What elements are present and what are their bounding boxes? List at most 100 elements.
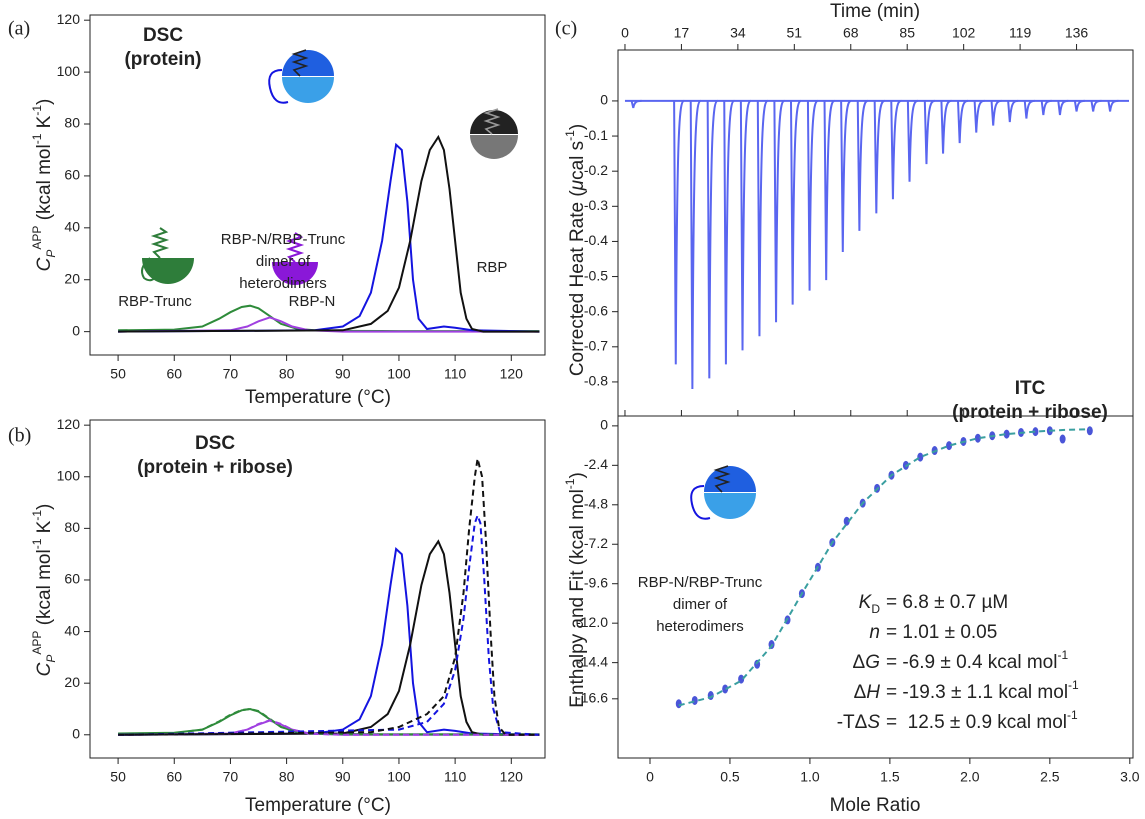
y-tick-label: 80 [64, 519, 80, 535]
label-part: ) [34, 504, 55, 510]
data-point [974, 433, 981, 443]
y-tick-label: -0.4 [584, 232, 608, 248]
x-tick-label: 80 [279, 366, 295, 382]
x-tick-label: 120 [500, 366, 524, 382]
y-tick-label: -0.5 [584, 267, 608, 283]
y-tick-label: 40 [64, 219, 80, 235]
y-tick-label: -0.6 [584, 302, 608, 318]
y-tick-label: 0 [600, 417, 608, 433]
injection-peak [923, 99, 935, 165]
label-part: -1 [30, 105, 44, 116]
x-tick-label: 1.0 [800, 769, 820, 785]
parameter-symbol: ΔH [854, 682, 881, 703]
data-point [1032, 427, 1039, 437]
label-part: APP [30, 631, 44, 655]
parameter-symbol: KD [859, 592, 881, 616]
injection-peak [723, 99, 735, 365]
chart-title: ITC [1015, 378, 1046, 399]
parameter-value: = -19.3 ± 1.1 kcal mol-1 [886, 678, 1079, 703]
value-text: = -6.9 ± 0.4 kcal mol [886, 652, 1057, 673]
y-tick-label: 120 [57, 11, 81, 27]
dsc-curve [118, 539, 540, 736]
annotation: heterodimers [656, 618, 744, 635]
value-text: = 12.5 ± 0.9 kcal mol [886, 712, 1067, 733]
data-point [917, 452, 924, 462]
x-axis-label: Time (min) [830, 1, 920, 22]
injection-peak [739, 99, 752, 351]
chart-title: (protein) [124, 49, 201, 70]
plot-frame [89, 14, 546, 356]
x-tick-label: 70 [223, 366, 239, 382]
x-tick-label: 51 [787, 25, 803, 41]
y-axis-label: CPAPP (kcal mol-1 K-1) [30, 504, 58, 677]
x-axis-label: Temperature (°C) [245, 387, 391, 408]
label-part: C [34, 257, 55, 271]
symbol-prefix: -TΔ [837, 712, 868, 733]
y-tick-label: 60 [64, 571, 80, 587]
y-tick-label: 20 [64, 674, 80, 690]
label-part: -1 [30, 510, 44, 521]
value-text: = -19.3 ± 1.1 kcal mol [886, 682, 1068, 703]
x-tick-label: 50 [110, 769, 126, 785]
label-part: (kcal mol [34, 144, 55, 225]
injection-peak [806, 99, 819, 291]
annotation: RBP-N [289, 293, 336, 310]
value-sup: -1 [1068, 678, 1079, 692]
dsc-curve [118, 458, 540, 736]
data-point [843, 516, 850, 526]
injection-peak [1040, 99, 1052, 116]
symbol: n [869, 622, 880, 643]
label-part: C [34, 662, 55, 676]
y-tick-label: 20 [64, 270, 80, 286]
y-tick-label: -12.0 [576, 614, 608, 630]
y-tick-label: 0 [72, 322, 80, 338]
label-part: ) [34, 99, 55, 105]
injection-peak [756, 99, 769, 337]
x-tick-label: 102 [952, 25, 976, 41]
value-text: = 1.01 ± 0.05 [886, 622, 997, 643]
injection-peak [1107, 99, 1119, 112]
x-tick-label: 80 [279, 769, 295, 785]
y-tick-label: -9.6 [584, 574, 608, 590]
annotation: RBP [477, 259, 508, 276]
x-tick-label: 100 [387, 769, 411, 785]
label-part: -1 [30, 538, 44, 549]
label-part: -1 [563, 130, 577, 141]
annotation: heterodimers [239, 275, 327, 292]
x-tick-label: 2.0 [960, 769, 980, 785]
data-point [946, 441, 953, 451]
data-point [1059, 434, 1066, 444]
injection-peak [990, 99, 1002, 126]
x-tick-label: 90 [335, 769, 351, 785]
x-tick-label: 100 [387, 366, 411, 382]
parameter-symbol: n [869, 622, 880, 643]
x-tick-label: 60 [166, 366, 182, 382]
panel-label: (a) [8, 18, 30, 40]
y-tick-label: -2.4 [584, 456, 608, 472]
annotation: RBP-Trunc [118, 293, 192, 310]
y-tick-label: 60 [64, 167, 80, 183]
plot-frame [89, 419, 546, 759]
x-axis-label: Temperature (°C) [245, 795, 391, 816]
value-text: = 6.8 ± 0.7 µM [886, 592, 1008, 613]
x-tick-label: 120 [500, 769, 524, 785]
x-tick-label: 2.5 [1040, 769, 1060, 785]
icon-rbp-dimer-itc [690, 465, 756, 520]
parameter-value: = -6.9 ± 0.4 kcal mol-1 [886, 648, 1068, 673]
x-tick-label: 17 [674, 25, 690, 41]
y-axis-label: Corrected Heat Rate (μcal s-1) [563, 124, 588, 376]
symbol-prefix: Δ [853, 652, 866, 673]
injection-peak [957, 99, 969, 144]
x-tick-label: 110 [444, 366, 467, 382]
y-tick-label: -0.3 [584, 197, 608, 213]
dsc-curve [118, 142, 540, 333]
x-tick-label: 60 [166, 769, 182, 785]
injection-peak [1007, 99, 1019, 123]
parameter-value: = 6.8 ± 0.7 µM [886, 592, 1008, 613]
icon-rbp-dimer [268, 49, 334, 104]
data-point [691, 695, 698, 705]
data-point [722, 684, 729, 694]
x-tick-label: 119 [1009, 25, 1032, 41]
y-tick-label: -0.1 [584, 127, 608, 143]
y-tick-label: -14.4 [576, 653, 608, 669]
